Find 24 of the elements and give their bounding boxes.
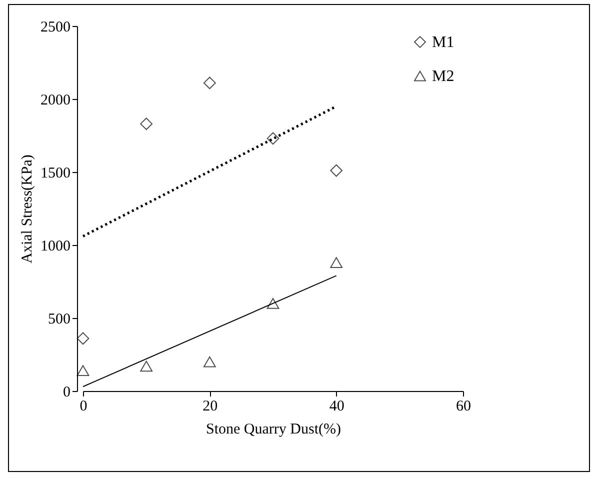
point bbox=[266, 132, 280, 145]
legend-label: M1 bbox=[432, 34, 454, 51]
point bbox=[140, 118, 153, 130]
y-tick-label: 0 bbox=[63, 384, 70, 400]
point bbox=[76, 332, 90, 345]
x-axis-title: Stone Quarry Dust(%) bbox=[206, 422, 341, 438]
y-tick-label: 1500 bbox=[40, 166, 70, 182]
y-axis-title: Axial Stress(KPa) bbox=[20, 154, 36, 264]
point bbox=[140, 360, 153, 372]
x-tick-label: 20 bbox=[202, 398, 218, 414]
point bbox=[203, 356, 216, 368]
legend-label: M2 bbox=[432, 68, 454, 85]
point bbox=[330, 257, 343, 268]
x-tick-label: 40 bbox=[329, 398, 344, 414]
x-tick-label: 60 bbox=[456, 398, 471, 414]
y-tick-label: 2500 bbox=[40, 20, 70, 36]
x-tick-label: 0 bbox=[80, 398, 88, 414]
point bbox=[330, 164, 343, 177]
y-tick-label: 1000 bbox=[40, 238, 70, 254]
point bbox=[76, 365, 90, 376]
y-tick-label: 500 bbox=[48, 312, 70, 328]
point bbox=[266, 298, 280, 309]
point bbox=[203, 76, 216, 90]
y-tick-label: 2000 bbox=[40, 92, 70, 108]
